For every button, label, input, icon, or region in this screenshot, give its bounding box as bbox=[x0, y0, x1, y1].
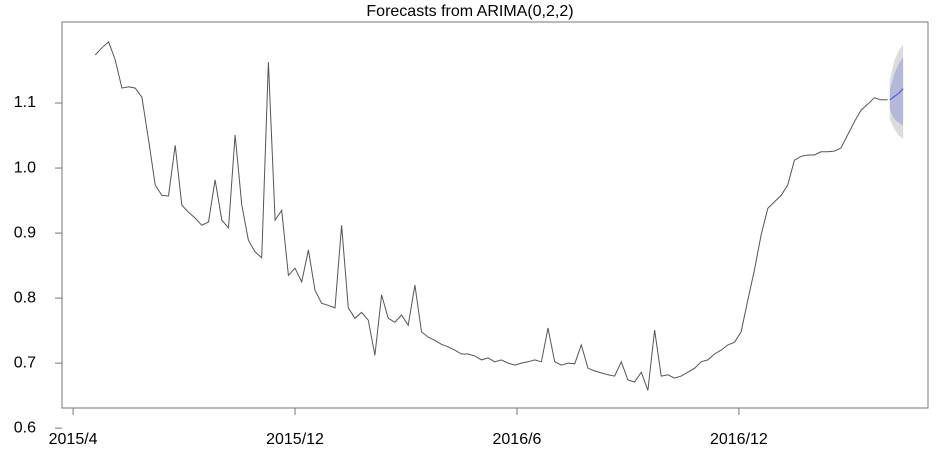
y-tick-label: 0.9 bbox=[14, 224, 36, 241]
band-80 bbox=[889, 57, 904, 126]
x-tick-label: 2016/6 bbox=[493, 431, 542, 448]
x-tick-label: 2016/12 bbox=[710, 431, 768, 448]
x-tick-label: 2015/12 bbox=[266, 431, 324, 448]
y-tick-label: 0.8 bbox=[14, 289, 36, 306]
y-tick-label: 0.6 bbox=[14, 419, 36, 436]
chart-title: Forecasts from ARIMA(0,2,2) bbox=[366, 3, 573, 20]
x-tick-label: 2015/4 bbox=[49, 431, 98, 448]
y-tick-label: 0.7 bbox=[14, 354, 36, 371]
y-tick-label: 1.1 bbox=[14, 94, 36, 111]
forecast-line bbox=[889, 88, 904, 101]
y-tick-label: 1.0 bbox=[14, 159, 36, 176]
history-line bbox=[94, 41, 888, 391]
